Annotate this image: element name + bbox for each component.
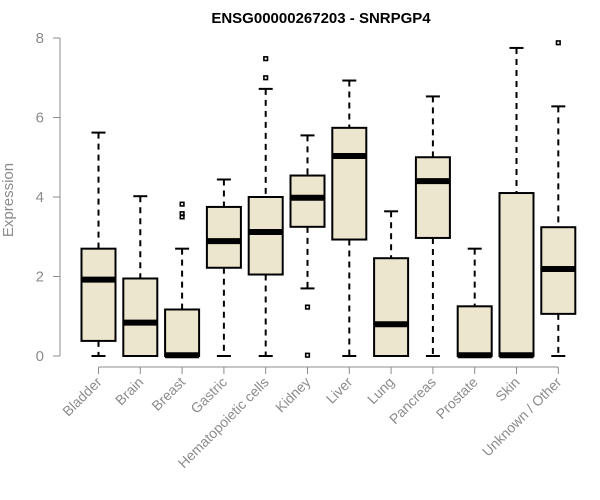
y-tick-label: 2 xyxy=(36,269,44,286)
box-iqr xyxy=(122,277,159,357)
x-tick-label: Bladder xyxy=(59,374,105,420)
y-axis: 0 2 4 6 8 xyxy=(36,30,61,365)
box-gastric xyxy=(205,178,242,357)
box-iqr xyxy=(164,308,201,357)
box-breast xyxy=(164,201,201,359)
x-tick-label: Skin xyxy=(492,374,523,405)
x-tick-label: Kidney xyxy=(272,374,314,416)
box-liver xyxy=(331,79,368,357)
box-skin xyxy=(498,46,535,359)
box-unknown-other xyxy=(540,40,577,357)
x-tick-label: Brain xyxy=(112,374,146,408)
box-iqr xyxy=(205,205,242,269)
box-iqr xyxy=(456,305,493,357)
chart-title: ENSG00000267203 - SNRPGP4 xyxy=(211,10,431,27)
y-tick-label: 6 xyxy=(36,110,44,127)
box-lung xyxy=(373,210,410,357)
box-iqr xyxy=(373,257,410,357)
outlier-point xyxy=(304,352,311,358)
box-iqr xyxy=(289,174,326,228)
outlier-point xyxy=(263,56,269,62)
x-tick-label: Liver xyxy=(323,374,356,407)
box-bladder xyxy=(80,131,117,357)
box-hematopoietic-cells xyxy=(247,56,284,357)
y-tick-label: 8 xyxy=(36,30,44,47)
y-tick-label: 4 xyxy=(36,189,44,206)
box-prostate xyxy=(456,247,493,359)
box-iqr xyxy=(247,196,284,276)
outlier-point xyxy=(555,40,561,46)
box-iqr xyxy=(331,126,368,241)
x-tick-label: Prostate xyxy=(433,374,481,422)
outlier-point xyxy=(179,201,185,207)
x-tick-label: Breast xyxy=(148,374,188,414)
box-pancreas xyxy=(414,95,451,357)
x-tick-label: Lung xyxy=(364,374,397,407)
outlier-point xyxy=(263,75,269,81)
y-axis-label: Expression xyxy=(0,163,17,237)
outlier-point xyxy=(304,304,311,310)
x-tick-label: Unknown / Other xyxy=(479,374,565,460)
box-brain xyxy=(122,195,159,357)
boxes-group xyxy=(80,40,577,359)
outlier-point xyxy=(179,211,185,217)
y-tick-label: 0 xyxy=(36,348,44,365)
box-iqr xyxy=(80,247,117,342)
box-kidney xyxy=(289,134,326,358)
box-iqr xyxy=(414,156,451,239)
box-iqr xyxy=(498,192,535,357)
